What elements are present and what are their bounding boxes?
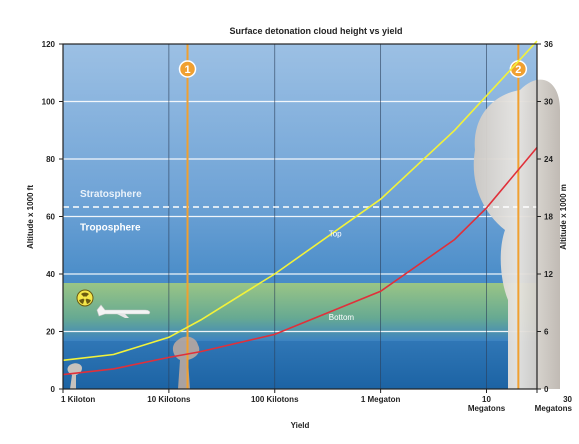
series-line-bottom: [62, 146, 538, 376]
x-tick-label: 1 Kiloton: [61, 395, 95, 404]
y-axis-right: 0 6 12 18 24 30 36: [537, 40, 553, 394]
y-axis-right-label: Altitude x 1000 m: [559, 184, 568, 250]
x-tick-label: Megatons: [468, 404, 506, 413]
mushroom-cloud-large: [473, 79, 560, 389]
y-tick-label-left: 120: [42, 40, 56, 49]
y-axis-left-label: Altitude x 1000 ft: [26, 185, 35, 249]
y-tick-label-right: 6: [544, 328, 549, 337]
mushroom-cloud-small: [172, 336, 200, 389]
y-tick-label-left: 0: [51, 385, 56, 394]
x-tick-label: 100 Kilotons: [251, 395, 299, 404]
gridlines: [63, 44, 537, 389]
mushroom-cloud-tiny: [67, 363, 82, 389]
annotation-top: Top: [329, 230, 342, 239]
x-tick-label: 1 Megaton: [361, 395, 401, 404]
marker-label-2: 2: [515, 64, 521, 76]
y-tick-label-right: 18: [544, 213, 553, 222]
airliner-icon: [96, 304, 151, 318]
x-axis-label: Yield: [291, 421, 310, 430]
y-tick-label-left: 20: [46, 328, 55, 337]
series-group: [62, 40, 538, 376]
layer-label-troposphere: Troposphere: [80, 223, 141, 234]
y-tick-label-left: 40: [46, 270, 55, 279]
radiation-icon: [76, 289, 94, 307]
y-axis-left: 0 20 40 60 80 100 120: [42, 40, 63, 394]
chart-title: Surface detonation cloud height vs yield: [229, 26, 402, 36]
layer-lines: Stratosphere Troposphere: [63, 189, 537, 234]
annotation-group: Top Bottom: [329, 230, 355, 322]
annotation-bottom: Bottom: [329, 313, 355, 322]
y-tick-label-right: 30: [544, 98, 553, 107]
x-tick-label: 10 Kilotons: [147, 395, 191, 404]
y-tick-label-right: 36: [544, 40, 553, 49]
x-axis: 1 Kiloton 10 Kilotons 100 Kilotons 1 Megato…: [61, 389, 573, 413]
y-tick-label-right: 24: [544, 155, 553, 164]
x-tick-label: Megatons: [535, 404, 573, 413]
y-tick-label-left: 60: [46, 213, 55, 222]
series-line-top: [62, 40, 538, 362]
marker-label-1: 1: [184, 64, 190, 76]
y-tick-label-right: 0: [544, 385, 549, 394]
y-tick-label-right: 12: [544, 270, 553, 279]
y-tick-label-left: 100: [42, 98, 56, 107]
layer-label-stratosphere: Stratosphere: [80, 189, 142, 200]
x-tick-label: 10: [482, 395, 491, 404]
x-tick-label: 30: [563, 395, 572, 404]
marker-badge-1: [178, 60, 197, 78]
y-tick-label-left: 80: [46, 155, 55, 164]
